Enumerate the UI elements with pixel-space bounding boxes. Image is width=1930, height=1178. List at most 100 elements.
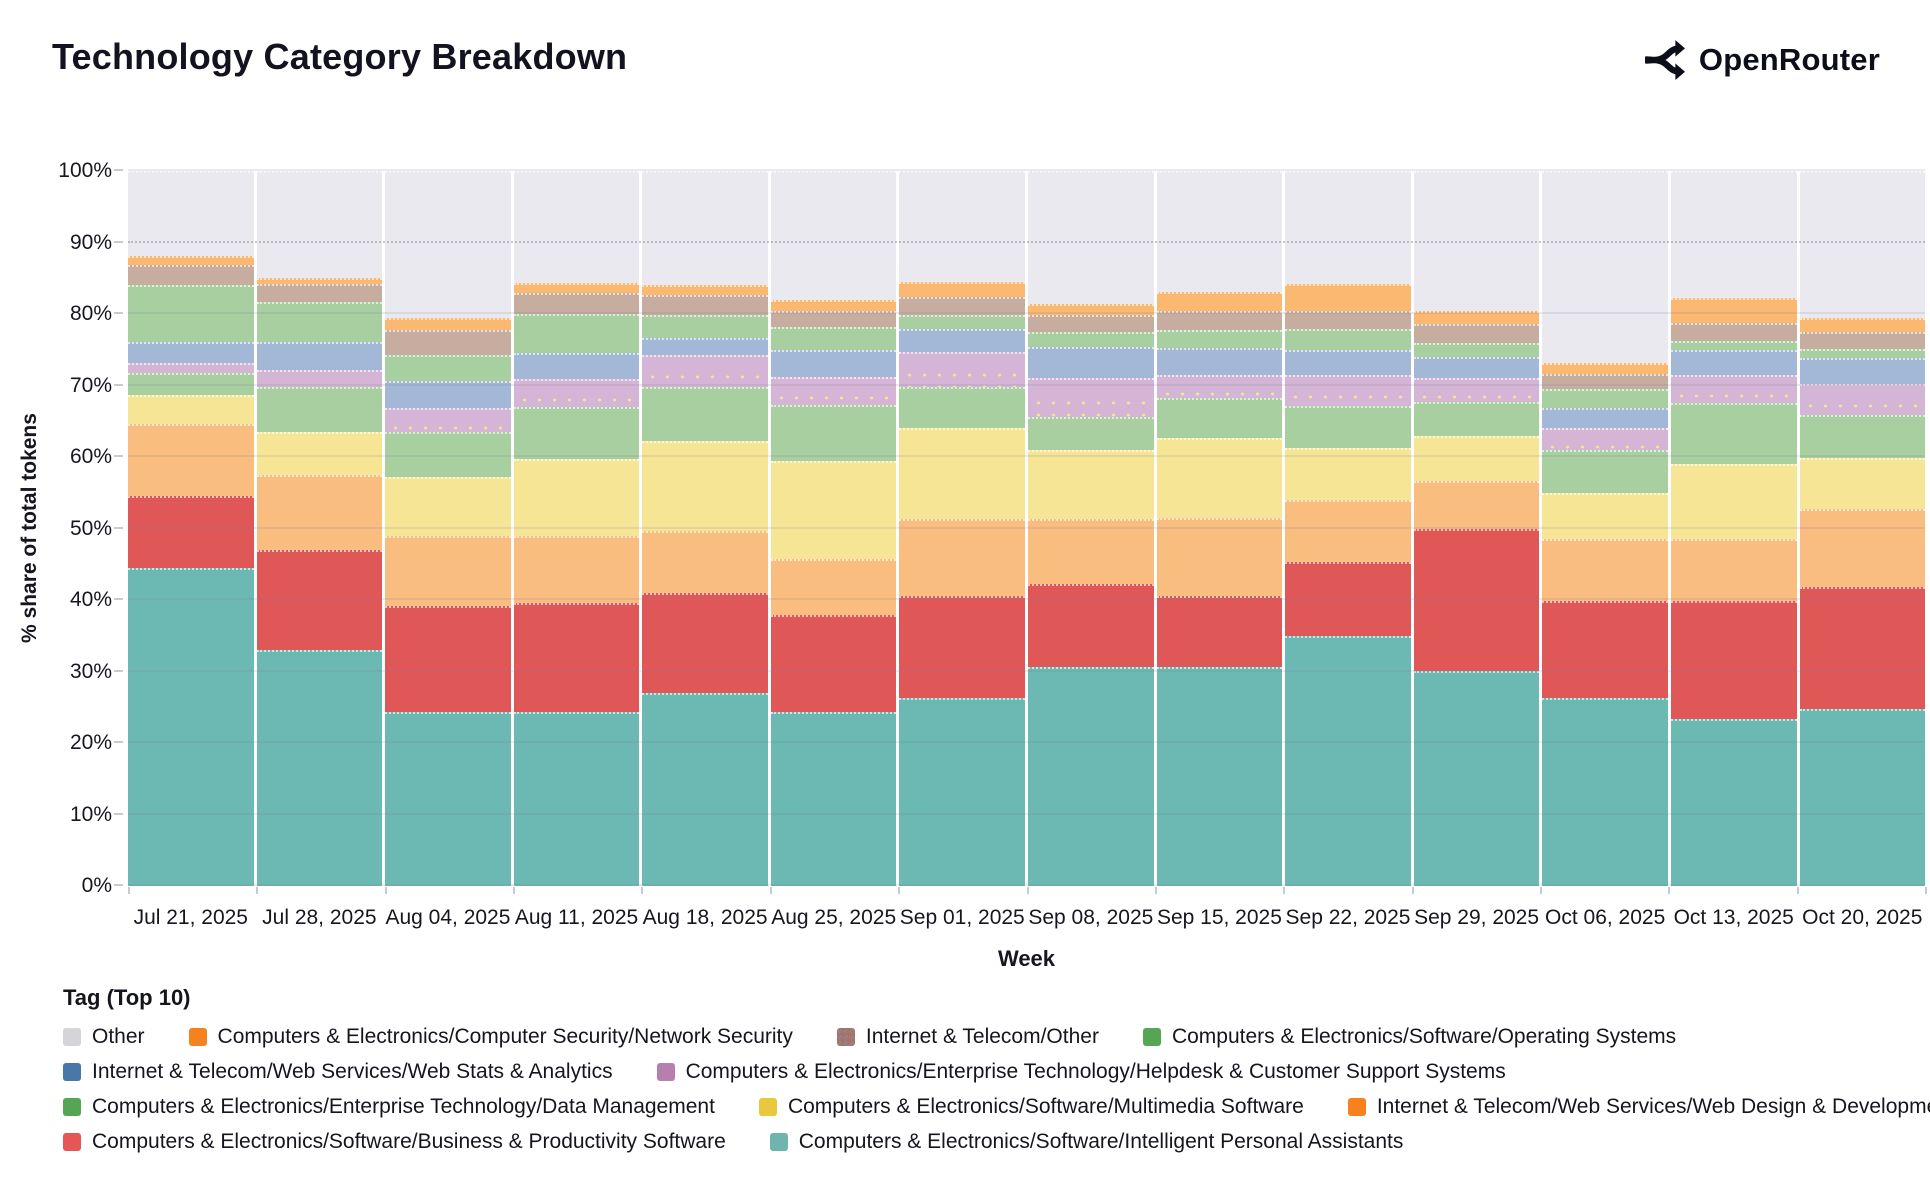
bar-segment[interactable] (1285, 311, 1411, 330)
bar-jul-28-2025[interactable] (256, 171, 383, 886)
bar-segment[interactable] (385, 605, 511, 713)
bar-segment[interactable] (513, 353, 640, 380)
legend-item[interactable]: Computers & Electronics/Enterprise Techn… (656, 1060, 1506, 1084)
bar-segment[interactable] (1156, 348, 1283, 375)
bar-segment[interactable] (1542, 363, 1668, 375)
bar-segment[interactable] (128, 496, 254, 568)
bar-segment[interactable] (385, 535, 511, 606)
bar-segment[interactable] (899, 281, 1026, 297)
bar-segment[interactable] (385, 712, 511, 886)
bar-segment[interactable] (899, 519, 1026, 596)
bar-segment[interactable] (513, 314, 640, 354)
bar-segment[interactable] (513, 712, 640, 886)
bar-segment[interactable] (513, 535, 640, 603)
bar-segment[interactable] (1413, 311, 1540, 325)
bar-segment[interactable] (1542, 493, 1668, 540)
bar-segment[interactable] (1413, 342, 1540, 357)
bar-segment[interactable] (1799, 414, 1926, 458)
bar-segment[interactable] (770, 461, 897, 559)
bar-segment[interactable] (1542, 171, 1668, 364)
bar-segment[interactable] (1028, 519, 1154, 584)
bar-sep-01-2025[interactable] (899, 171, 1026, 886)
bar-segment[interactable] (899, 314, 1026, 330)
bar-segment[interactable] (1285, 562, 1411, 637)
bar-segment[interactable] (642, 692, 768, 886)
legend-item[interactable]: Computers & Electronics/Software/Busines… (63, 1130, 726, 1154)
bar-segment[interactable] (513, 459, 640, 536)
bar-segment[interactable] (642, 294, 768, 316)
bar-segment[interactable] (1413, 670, 1540, 886)
bar-segment[interactable] (513, 171, 640, 283)
bar-segment[interactable] (642, 441, 768, 532)
bar-segment[interactable] (1028, 583, 1154, 668)
bar-segment[interactable] (899, 386, 1026, 429)
bar-segment[interactable] (899, 428, 1026, 520)
bar-segment[interactable] (385, 380, 511, 409)
bar-segment[interactable] (256, 171, 383, 279)
bar-segment[interactable] (1670, 600, 1797, 719)
bar-segment[interactable] (128, 394, 254, 425)
bar-segment[interactable] (1799, 317, 1926, 332)
bar-segment[interactable] (899, 171, 1026, 282)
bar-segment[interactable] (1799, 171, 1926, 318)
bar-segment[interactable] (899, 296, 1026, 315)
legend-item[interactable]: Computers & Electronics/Software/Intelli… (769, 1130, 1403, 1154)
bar-segment[interactable] (1285, 349, 1411, 375)
bar-segment[interactable] (1413, 481, 1540, 530)
bar-segment[interactable] (1413, 529, 1540, 671)
bar-segment[interactable] (1028, 346, 1154, 379)
bar-segment[interactable] (1413, 435, 1540, 482)
bar-sep-08-2025[interactable] (1028, 171, 1154, 886)
bar-segment[interactable] (385, 432, 511, 478)
bar-segment[interactable] (1156, 171, 1283, 292)
bar-segment[interactable] (1156, 438, 1283, 518)
bar-segment[interactable] (1156, 329, 1283, 349)
bar-segment[interactable] (1542, 539, 1668, 602)
bar-segment[interactable] (1542, 374, 1668, 390)
bar-segment[interactable] (128, 265, 254, 286)
bar-segment[interactable] (1156, 595, 1283, 668)
bar-segment[interactable] (1670, 374, 1797, 404)
bar-segment[interactable] (770, 376, 897, 405)
legend-item[interactable]: Computers & Electronics/Software/Multime… (758, 1095, 1304, 1119)
bar-aug-04-2025[interactable] (385, 171, 511, 886)
bar-segment[interactable] (1028, 331, 1154, 347)
bar-segment[interactable] (642, 386, 768, 442)
bar-segment[interactable] (1799, 708, 1926, 886)
bar-segment[interactable] (1413, 324, 1540, 343)
bar-segment[interactable] (256, 549, 383, 651)
bar-segment[interactable] (128, 363, 254, 374)
bar-segment[interactable] (1413, 171, 1540, 312)
bar-segment[interactable] (770, 349, 897, 377)
bar-segment[interactable] (770, 615, 897, 713)
bar-sep-29-2025[interactable] (1413, 171, 1540, 886)
bar-aug-11-2025[interactable] (513, 171, 640, 886)
bar-segment[interactable] (1285, 171, 1411, 284)
bar-segment[interactable] (1799, 509, 1926, 588)
bar-segment[interactable] (1670, 322, 1797, 342)
bar-segment[interactable] (1028, 667, 1154, 886)
bar-segment[interactable] (1028, 304, 1154, 316)
legend-item[interactable]: Computers & Electronics/Software/Operati… (1142, 1025, 1676, 1049)
bar-oct-20-2025[interactable] (1799, 171, 1926, 886)
bar-segment[interactable] (128, 341, 254, 364)
bar-segment[interactable] (1542, 407, 1668, 429)
bar-segment[interactable] (128, 567, 254, 886)
bar-sep-15-2025[interactable] (1156, 171, 1283, 886)
bar-oct-13-2025[interactable] (1670, 171, 1797, 886)
bar-segment[interactable] (256, 431, 383, 475)
legend-item[interactable]: Internet & Telecom/Web Services/Web Desi… (1347, 1095, 1930, 1119)
legend-item[interactable]: Internet & Telecom/Web Services/Web Stat… (63, 1060, 613, 1084)
bar-segment[interactable] (642, 171, 768, 285)
bar-segment[interactable] (1799, 587, 1926, 709)
bar-segment[interactable] (385, 408, 511, 432)
bar-segment[interactable] (642, 315, 768, 339)
bar-aug-25-2025[interactable] (770, 171, 897, 886)
bar-segment[interactable] (128, 285, 254, 342)
bar-segment[interactable] (385, 318, 511, 330)
bar-segment[interactable] (642, 531, 768, 593)
bar-segment[interactable] (256, 341, 383, 370)
bar-segment[interactable] (899, 595, 1026, 698)
bar-segment[interactable] (1285, 405, 1411, 448)
bar-segment[interactable] (1028, 449, 1154, 520)
